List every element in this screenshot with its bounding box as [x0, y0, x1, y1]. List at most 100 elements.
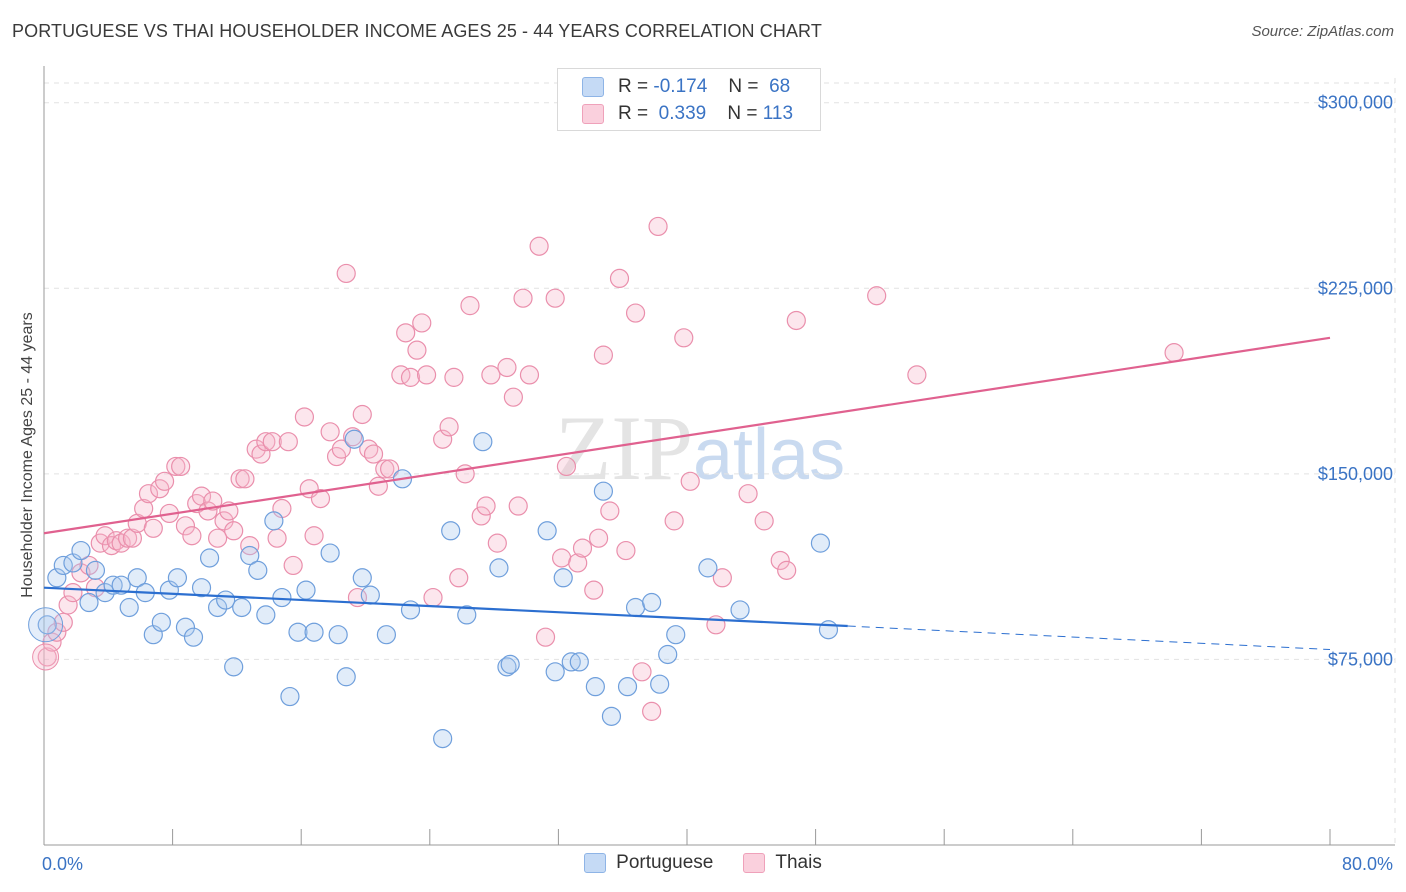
portuguese-point: [376, 625, 396, 645]
portuguese-point: [585, 677, 605, 697]
portuguese-point: [232, 597, 252, 618]
portuguese-point: [79, 592, 99, 613]
y-tick-label: $300,000: [1318, 93, 1393, 113]
thai-point: [680, 471, 700, 491]
thai-point: [460, 296, 480, 316]
portuguese-point: [288, 622, 308, 642]
thai-point: [58, 595, 78, 615]
portuguese-point: [272, 587, 292, 608]
thai-point: [588, 528, 609, 548]
y-tick-label: $75,000: [1328, 649, 1393, 669]
legend-r-value: 0.339: [658, 103, 707, 124]
thai-point: [154, 471, 175, 491]
thai-point: [738, 484, 758, 504]
thai-point: [712, 568, 732, 588]
trend-lines: [43, 336, 1331, 651]
bottom-swatch-thai: [743, 853, 766, 873]
portuguese-point: [569, 652, 589, 672]
thai-point: [294, 407, 315, 427]
thai-point: [331, 439, 351, 459]
thai-point: [122, 528, 143, 548]
thai-point: [53, 612, 73, 632]
portuguese-point: [216, 590, 236, 610]
thai-point: [593, 345, 614, 365]
thai-point: [352, 404, 372, 425]
thai-point: [407, 340, 427, 360]
thai-point: [240, 536, 260, 556]
thai-point: [203, 491, 223, 511]
portuguese-point: [119, 597, 139, 618]
thai-point: [320, 422, 340, 442]
watermark-atlas: atlas: [693, 415, 846, 495]
portuguese-point: [400, 600, 421, 620]
thai-point: [396, 323, 416, 343]
thai-point: [433, 429, 453, 449]
thai-point: [529, 236, 549, 256]
thai-point: [71, 563, 91, 583]
thai-point: [786, 310, 806, 331]
thai-points: [32, 216, 1184, 721]
portuguese-point: [489, 558, 509, 578]
portuguese-point: [95, 583, 115, 603]
portuguese-point: [553, 568, 573, 588]
legend-row-portuguese: R = -0.174 N = 68: [582, 75, 790, 99]
thai-point: [503, 387, 523, 407]
chart-title: PORTUGUESE VS THAI HOUSEHOLDER INCOME AG…: [12, 21, 822, 41]
thai-point: [572, 538, 593, 558]
portuguese-point: [818, 620, 839, 640]
thai-point: [138, 484, 159, 504]
thai-point: [412, 313, 432, 333]
legend-swatch-portuguese: [582, 77, 604, 97]
portuguese-point: [280, 686, 300, 707]
portuguese-point: [650, 674, 670, 694]
thai-point: [63, 583, 83, 603]
portuguese-point: [500, 654, 520, 674]
thai-point: [770, 550, 790, 571]
y-tick-label: $150,000: [1318, 464, 1393, 484]
portuguese-point: [151, 612, 171, 632]
portuguese-point: [344, 429, 364, 449]
legend-n-label: N =: [727, 103, 758, 124]
thai-point: [230, 469, 250, 489]
thai-point: [175, 516, 196, 536]
thai-point: [95, 526, 115, 546]
thai-point: [117, 528, 138, 548]
thai-point: [400, 367, 421, 387]
portuguese-point: [71, 540, 91, 561]
portuguese-point: [224, 657, 244, 677]
thai-point: [304, 526, 324, 546]
thai-point: [867, 286, 887, 306]
thai-point: [476, 496, 496, 516]
thai-point: [535, 627, 556, 647]
thai-point: [556, 456, 577, 477]
thai-point: [423, 587, 443, 608]
thai-point: [375, 459, 395, 479]
legend-n-label: N =: [728, 76, 759, 97]
thai-point: [224, 521, 244, 541]
portuguese-point: [167, 568, 188, 588]
bottom-legend-label: Thais: [775, 852, 822, 873]
thai-point: [545, 288, 565, 308]
thai-point: [368, 476, 388, 496]
portuguese-point: [240, 545, 260, 566]
gridlines: [44, 78, 1396, 845]
thai-point: [648, 216, 668, 237]
portuguese-point: [256, 605, 276, 625]
thai-point: [487, 533, 507, 553]
thai-point: [444, 367, 464, 387]
watermark-zip: ZIP: [555, 397, 693, 499]
bottom-legend: Portuguese Thais: [0, 852, 1406, 874]
legend-n-value: 68: [769, 76, 791, 97]
portuguese-point: [666, 625, 686, 645]
thai-point: [336, 263, 356, 284]
thai-point: [471, 506, 491, 526]
legend-row-thai: R = 0.339 N = 113: [582, 102, 793, 126]
portuguese-point-large: [28, 607, 64, 643]
portuguese-point: [433, 729, 453, 749]
thai-point: [777, 560, 797, 580]
x-tick-label: 80.0%: [1342, 854, 1393, 874]
thai-point: [584, 580, 604, 600]
axis-labels: $75,000 $150,000 $225,000 $300,000 0.0% 80.0%…: [19, 93, 1393, 874]
portuguese-point: [208, 597, 228, 618]
